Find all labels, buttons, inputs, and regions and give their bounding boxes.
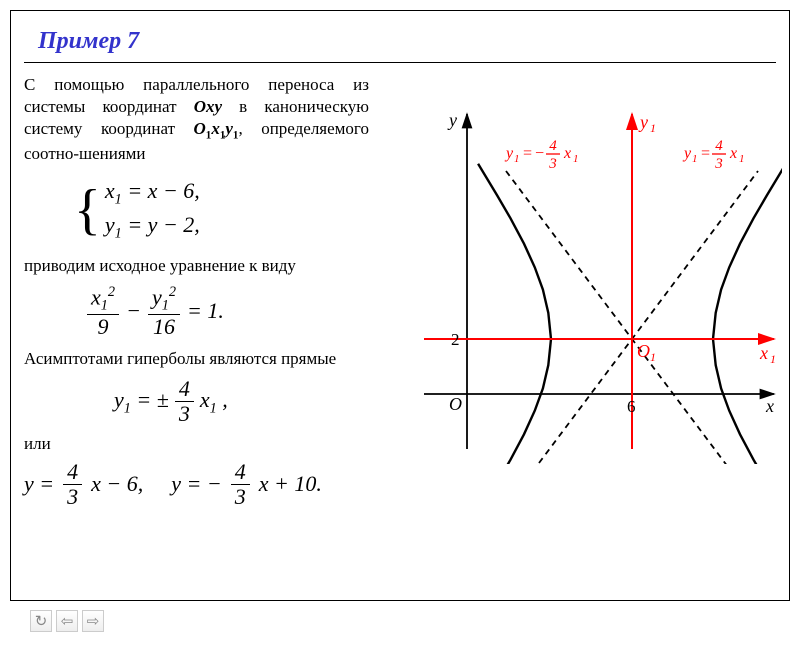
svg-text:1: 1 <box>573 153 579 165</box>
svg-text:y: y <box>682 145 692 162</box>
svg-text:=: = <box>522 145 533 162</box>
para-4: или <box>24 433 369 455</box>
title-rule <box>24 62 776 63</box>
svg-text:=: = <box>700 145 711 162</box>
svg-text:1: 1 <box>650 121 656 135</box>
svg-text:4: 4 <box>549 138 557 154</box>
para-2: приводим исходное уравнение к виду <box>24 255 369 277</box>
svg-text:x: x <box>729 145 737 162</box>
svg-text:1: 1 <box>692 153 698 165</box>
svg-text:6: 6 <box>627 397 636 416</box>
system-equations: { x1 = x − 6, y1 = y − 2, <box>74 177 369 243</box>
svg-text:1: 1 <box>650 350 656 364</box>
asymptote-equation: y1 = ± 43 x1 , <box>114 378 369 425</box>
svg-text:O: O <box>449 394 462 414</box>
svg-text:x: x <box>563 145 571 162</box>
svg-text:4: 4 <box>715 138 723 154</box>
hyperbola-graph: OxyO1x1y162y1=−43x1y1=43x1 <box>412 104 782 464</box>
svg-text:3: 3 <box>714 156 723 172</box>
final-equations: y = 43 x − 6, y = − 43 x + 10. <box>24 461 369 508</box>
svg-text:y: y <box>447 110 457 130</box>
svg-text:x: x <box>759 343 768 363</box>
nav-redo-button[interactable]: ↻ <box>30 610 52 632</box>
svg-text:3: 3 <box>548 156 557 172</box>
svg-text:1: 1 <box>514 153 520 165</box>
svg-text:O: O <box>637 341 650 361</box>
hyperbola-equation: x129 − y1216 = 1. <box>84 285 369 338</box>
example-title: Пример 7 <box>38 28 139 55</box>
para-1: С помощью параллельного переноса из сист… <box>24 74 369 165</box>
nav-next-button[interactable]: ⇨ <box>82 610 104 632</box>
svg-text:x: x <box>765 396 774 416</box>
svg-text:y: y <box>504 145 514 162</box>
svg-text:2: 2 <box>451 330 460 349</box>
para-3: Асимптотами гиперболы являются прямые <box>24 348 369 370</box>
svg-text:1: 1 <box>739 153 745 165</box>
nav-prev-button[interactable]: ⇦ <box>56 610 78 632</box>
svg-text:−: − <box>534 145 545 162</box>
svg-text:1: 1 <box>770 352 776 366</box>
svg-text:y: y <box>638 112 648 132</box>
